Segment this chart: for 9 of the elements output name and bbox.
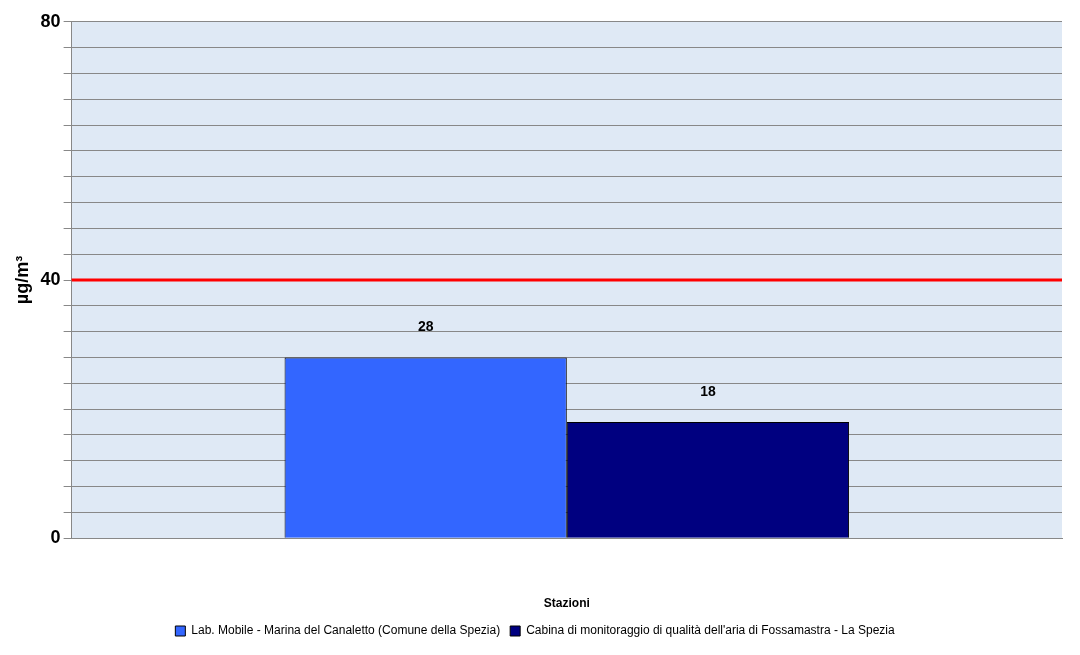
y-tick-label: 40 — [40, 268, 61, 289]
data-label: 28 — [417, 318, 434, 335]
legend-label: Cabina di monitoraggio di qualità dell'aria di Fossamastra - La Spezia — [526, 623, 895, 638]
data-label: 18 — [700, 382, 716, 399]
legend-label: Lab. Mobile - Marina del Canaletto (Comune della Spezia) — [191, 623, 501, 638]
y-tick-label: 80 — [40, 10, 61, 31]
x-axis-title: Stazioni — [543, 596, 590, 611]
y-axis-title: µg/m³ — [11, 255, 32, 305]
y-tick-label: 0 — [50, 527, 61, 548]
